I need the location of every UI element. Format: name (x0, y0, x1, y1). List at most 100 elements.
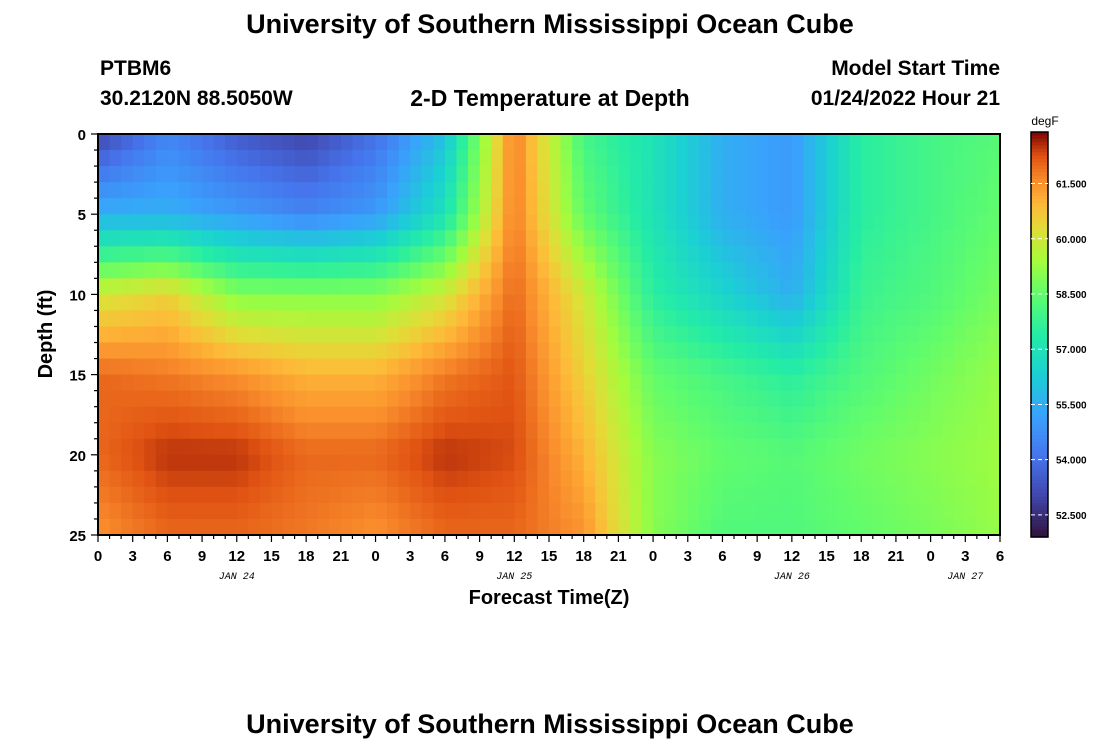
heatmap-cell (606, 454, 619, 472)
heatmap-cell (294, 390, 307, 408)
heatmap-cell (178, 486, 192, 504)
heatmap-cell (352, 518, 365, 535)
heatmap-cell (109, 406, 122, 424)
heatmap-cell (456, 294, 469, 312)
heatmap-cell (444, 438, 458, 456)
heatmap-cell (583, 486, 596, 504)
heatmap-cell (109, 326, 122, 344)
heatmap-cell (745, 406, 758, 424)
heatmap-cell (537, 294, 550, 312)
heatmap-cell (826, 486, 839, 504)
heatmap-cell (387, 166, 400, 183)
heatmap-cell (826, 294, 839, 312)
heatmap-cell (109, 342, 122, 360)
heatmap-cell (976, 310, 990, 328)
heatmap-cell (595, 406, 608, 424)
heatmap-cell (178, 454, 192, 472)
heatmap-cell (641, 278, 654, 295)
heatmap-cell (132, 518, 145, 535)
heatmap-cell (838, 310, 851, 328)
heatmap-cell (98, 406, 111, 424)
heatmap-cell (294, 358, 307, 376)
heatmap-cell (479, 390, 492, 408)
colorbar-segment (1031, 294, 1048, 298)
colorbar-segment (1031, 358, 1048, 363)
heatmap-cell (803, 198, 816, 215)
heatmap-cell (225, 358, 238, 376)
heatmap-cell (132, 278, 145, 295)
heatmap-cell (861, 406, 874, 424)
heatmap-cell (653, 422, 666, 440)
heatmap-cell (248, 150, 261, 167)
heatmap-cell (734, 134, 747, 151)
heatmap-cell (491, 198, 504, 215)
heatmap-cell (502, 166, 515, 183)
heatmap-cell (121, 502, 134, 520)
heatmap-cell (294, 134, 307, 151)
heatmap-cell (537, 166, 550, 183)
heatmap-cell (502, 390, 515, 408)
heatmap-cell (375, 230, 388, 247)
heatmap-cell (768, 198, 781, 215)
heatmap-cell (236, 230, 249, 247)
heatmap-cell (329, 278, 342, 295)
heatmap-cell (155, 518, 168, 535)
heatmap-cell (340, 342, 354, 360)
heatmap-cell (259, 438, 273, 456)
heatmap-cell (583, 214, 596, 231)
heatmap-cell (525, 374, 539, 392)
heatmap-cell (271, 470, 284, 488)
heatmap-cell (988, 134, 1000, 151)
heatmap-cell (780, 134, 793, 151)
page-title: University of Southern Mississippi Ocean… (246, 9, 854, 39)
heatmap-cell (121, 134, 134, 151)
heatmap-cell (814, 358, 828, 376)
heatmap-cell (861, 294, 874, 312)
heatmap-cell (572, 422, 585, 440)
heatmap-cell (109, 470, 122, 488)
heatmap-cell (676, 310, 689, 328)
heatmap-cell (653, 326, 666, 344)
heatmap-cell (884, 310, 897, 328)
heatmap-cell (641, 198, 654, 215)
heatmap-cell (953, 278, 966, 295)
heatmap-cell (363, 166, 377, 183)
heatmap-cell (317, 182, 330, 199)
heatmap-cell (814, 438, 828, 456)
heatmap-cell (953, 230, 966, 247)
heatmap-cell (930, 406, 943, 424)
heatmap-cell (872, 310, 885, 328)
heatmap-cell (502, 294, 515, 312)
heatmap-cell (895, 518, 909, 535)
heatmap-cell (838, 326, 851, 344)
heatmap-cell (595, 198, 608, 215)
heatmap-cell (976, 438, 990, 456)
heatmap-cell (468, 406, 481, 424)
heatmap-cell (502, 198, 515, 215)
heatmap-cell (225, 438, 238, 456)
colorbar-segment (1031, 138, 1048, 143)
heatmap-cell (791, 166, 805, 183)
heatmap-cell (410, 342, 423, 360)
heatmap-cell (653, 342, 666, 360)
heatmap-cell (502, 246, 515, 263)
heatmap-cell (560, 150, 573, 167)
heatmap-cell (132, 470, 145, 488)
heatmap-cell (710, 454, 724, 472)
heatmap-cell (225, 278, 238, 295)
heatmap-cell (410, 310, 423, 328)
heatmap-cell (294, 326, 307, 344)
heatmap-cell (225, 150, 238, 167)
heatmap-cell (884, 278, 897, 295)
heatmap-cell (606, 342, 619, 360)
heatmap-cell (942, 278, 955, 295)
heatmap-cell (236, 294, 249, 312)
colorbar-segment (1031, 462, 1048, 467)
heatmap-cell (121, 166, 134, 183)
heatmap-cell (560, 486, 573, 504)
heatmap-cell (329, 406, 342, 424)
heatmap-cell (109, 486, 122, 504)
colorbar-segment (1031, 304, 1048, 309)
heatmap-cell (352, 310, 365, 328)
heatmap-cell (144, 166, 157, 183)
